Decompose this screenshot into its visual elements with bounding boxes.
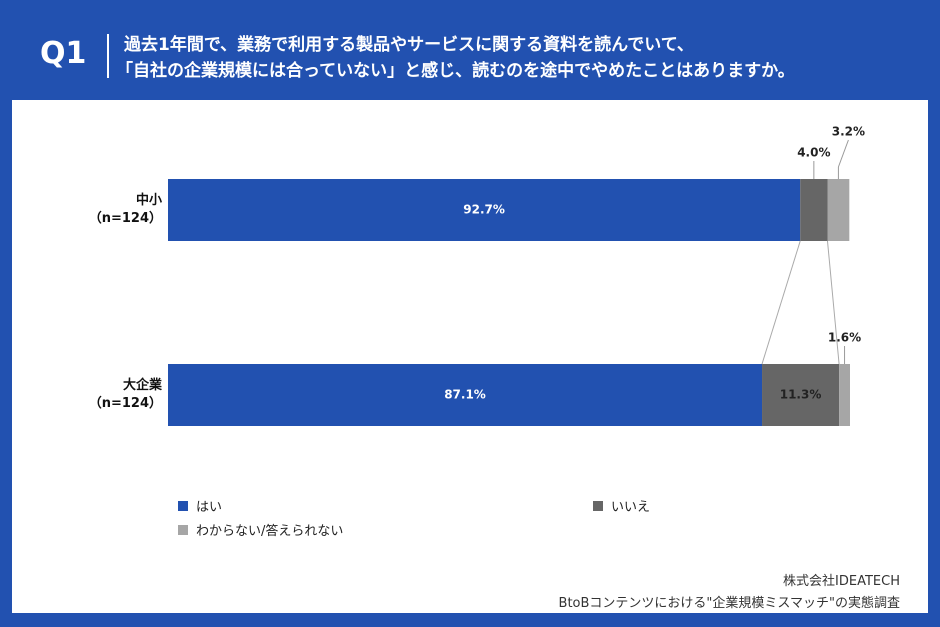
category-label: 中小 （n=124） [88,193,162,226]
connector-line [761,240,801,365]
question-text: 過去1年間で、業務で利用する製品やサービスに関する資料を読んでいて、 [124,35,694,55]
bar-segment [168,364,763,426]
value-label: 87.1% [444,388,486,402]
value-label: 4.0% [797,146,830,160]
bar-segment [827,179,850,241]
legend-label: いいえ [611,500,651,515]
bar-segment [168,179,801,241]
value-label: 92.7% [463,203,505,217]
legend-swatch [178,524,188,535]
legend-item: いいえ [593,496,650,515]
bar-segment [800,179,828,241]
company: 株式会社IDEATECH [783,574,900,589]
leader-line [837,139,849,168]
legend-item: はい [178,496,222,515]
bar-segment [839,364,850,426]
value-label: 3.2% [832,125,865,139]
legend-swatch [178,500,188,511]
chart: 92.7% 4.0%3.2% 87.1% 11.3% 1.6% [168,125,865,426]
value-label: 11.3% [780,388,822,402]
category-label: 大企業 （n=124） [88,378,162,411]
legend-swatch [593,500,603,511]
legend-label: わからない/答えられない [196,524,344,539]
separator [107,34,109,78]
legend-label: はい [196,500,223,515]
chart-panel: 92.7% 4.0% 3.2% 87.1% 11.3% 1.6% 株式会社IDEATECH… [12,100,928,613]
bar-segment [762,364,840,426]
value-label: 1.6% [828,331,861,345]
legend-item: わからない/答えられない [178,520,343,539]
connector-line [826,240,840,365]
question-text: 「自社の企業規模には合っていない」と感じ、読むのを途中でやめたことはありますか。 [116,61,795,81]
question-number: Q1 [40,36,87,71]
survey-name: BtoBコンテンツにおける"企業規模ミスマッチ"の実態調査 [558,596,900,611]
